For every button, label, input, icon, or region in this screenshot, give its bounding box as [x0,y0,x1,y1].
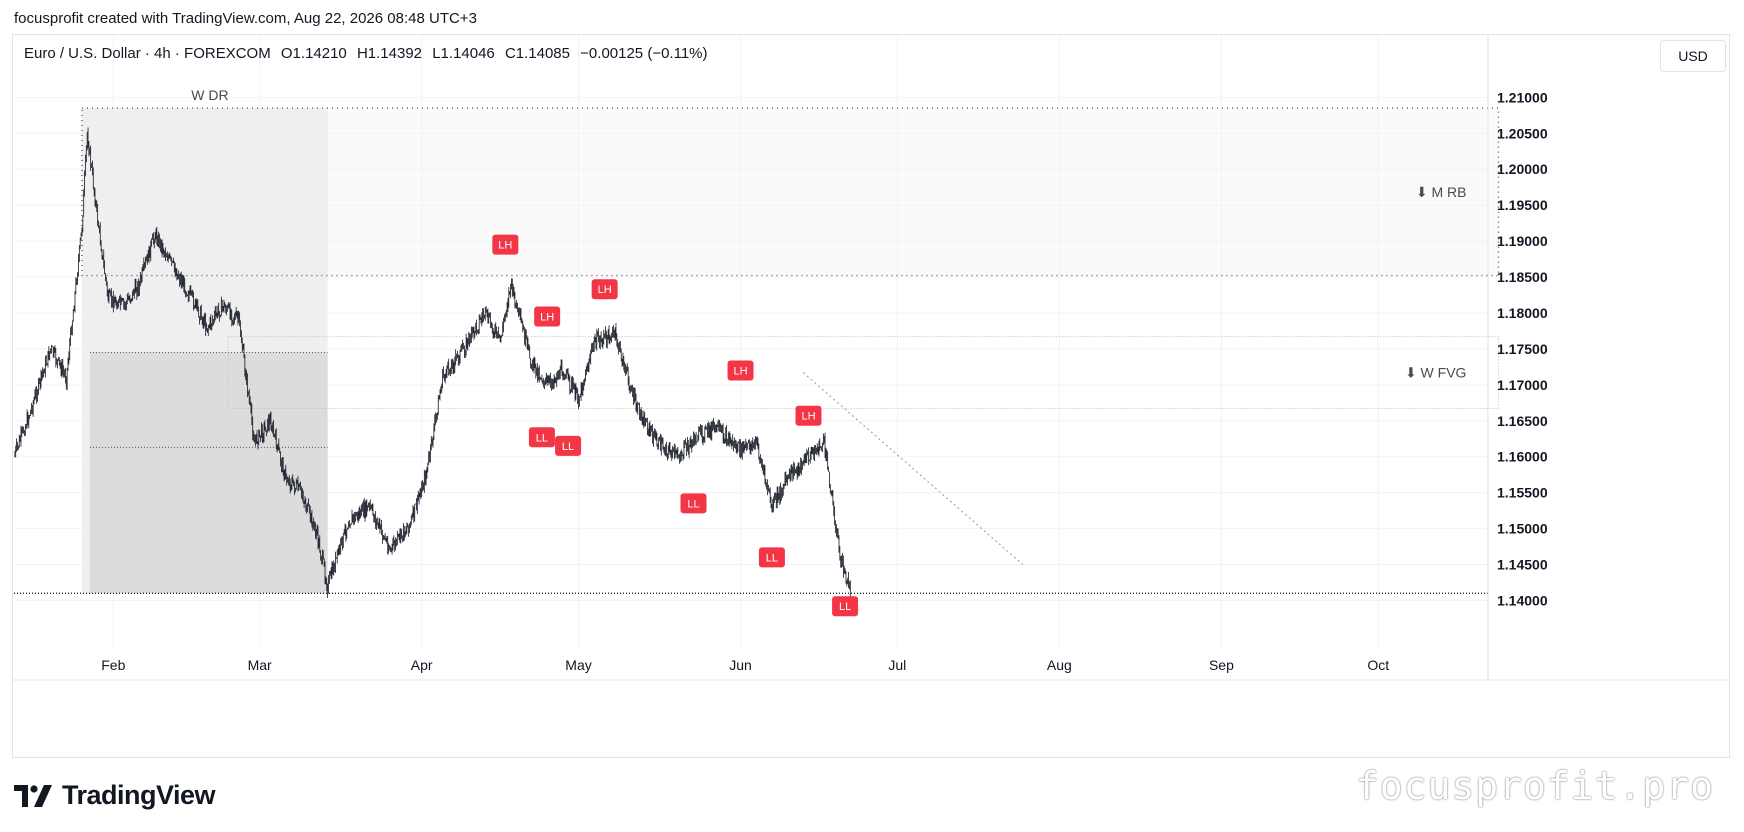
m-rb-label: ⬇ M RB [1416,184,1467,200]
tradingview-wordmark: TradingView [62,780,216,810]
swing-marker-lh: LH [795,405,822,426]
x-tick-label: Apr [411,657,433,673]
marker-label: LL [766,552,778,564]
y-tick-label: 1.15000 [1497,521,1548,537]
time-axis: Feb Mar Apr May Jun Jul Aug Sep Oct [12,657,1730,681]
marker-label: LH [598,284,612,296]
y-tick-label: 1.18000 [1497,305,1548,321]
marker-badge [534,306,561,327]
price-axis: 1.21000 1.20500 1.20000 1.19500 1.19000 1.185… [1487,34,1548,680]
open-value: O1.14210 [280,45,347,62]
swing-markers: LH LH LH LH LH LL LL LL LL LL [492,234,859,617]
x-tick-label: Jul [888,657,906,673]
y-tick-label: 1.20500 [1497,125,1548,141]
low-value: L1.14046 [432,45,495,62]
swing-marker-ll: LL [680,493,707,514]
y-tick-label: 1.15500 [1497,485,1548,501]
y-tick-label: 1.21000 [1497,89,1548,105]
watermark: focusprofit.pro [1355,764,1714,808]
marker-badge [680,493,707,514]
y-tick-label: 1.19500 [1497,197,1548,213]
marker-badge [727,360,754,381]
marker-label: LH [498,240,512,252]
y-tick-label: 1.17000 [1497,377,1548,393]
marker-badge [528,427,555,448]
y-tick-label: 1.14500 [1497,557,1548,573]
chart-zones: W DR ⬇ M RB ⬇ W FVG [81,87,1500,594]
y-tick-label: 1.16500 [1497,413,1548,429]
y-tick-label: 1.14000 [1497,592,1548,608]
marker-label: LH [801,411,815,423]
currency-button[interactable]: USD [1660,40,1726,72]
swing-marker-lh: LH [492,234,519,255]
w-dr-label: W DR [191,87,228,103]
price-series [14,127,851,600]
tradingview-logo-icon [14,784,52,807]
chart-overlays [14,372,1488,594]
marker-label: LH [540,312,554,324]
x-tick-label: Feb [101,657,125,673]
swing-marker-ll: LL [758,547,785,568]
marker-label: LL [687,498,699,510]
w-dr-discount-zone [89,352,328,594]
chart-frame [12,34,1730,758]
y-tick-label: 1.18500 [1497,269,1548,285]
x-tick-label: Aug [1047,657,1072,673]
x-tick-label: Jun [729,657,752,673]
tradingview-brand[interactable]: TradingView [14,780,216,811]
high-value: H1.14392 [356,45,423,62]
marker-label: LL [562,441,574,453]
swing-marker-ll: LL [555,435,582,456]
marker-badge [832,596,859,617]
x-tick-label: Mar [248,657,272,673]
swing-marker-lh: LH [534,306,561,327]
swing-marker-lh: LH [591,279,618,300]
w-fvg-zone [227,336,1499,410]
marker-label: LL [839,601,851,613]
m-rb-zone [81,107,1500,277]
y-tick-label: 1.17500 [1497,341,1548,357]
swing-marker-ll: LL [832,596,859,617]
symbol-legend: Euro / U.S. Dollar · 4h · FOREXCOM O1.14… [24,45,714,62]
w-fvg-label: ⬇ W FVG [1405,365,1467,381]
marker-badge [591,279,618,300]
trend-projection-line [802,372,1024,565]
y-tick-label: 1.19000 [1497,233,1548,249]
chart-caption: focusprofit created with TradingView.com… [14,10,477,27]
symbol-name: Euro / U.S. Dollar · 4h · FOREXCOM [24,45,271,62]
y-tick-label: 1.16000 [1497,449,1548,465]
marker-badge [758,547,785,568]
price-chart[interactable]: W DR ⬇ M RB ⬇ W FVG LH LH LH LH LH LL LL LL LL LL 1… [0,0,1744,760]
close-value: C1.14085 [504,45,570,62]
swing-marker-ll: LL [528,427,555,448]
change-value: −0.00125 (−0.11%) [580,45,708,62]
x-tick-label: Oct [1367,657,1389,673]
marker-badge [795,405,822,426]
marker-label: LL [536,432,548,444]
marker-label: LH [734,365,748,377]
x-tick-label: Sep [1209,657,1234,673]
y-tick-label: 1.20000 [1497,161,1548,177]
marker-badge [555,435,582,456]
marker-badge [492,234,519,255]
swing-marker-lh: LH [727,360,754,381]
x-tick-label: May [565,657,591,673]
